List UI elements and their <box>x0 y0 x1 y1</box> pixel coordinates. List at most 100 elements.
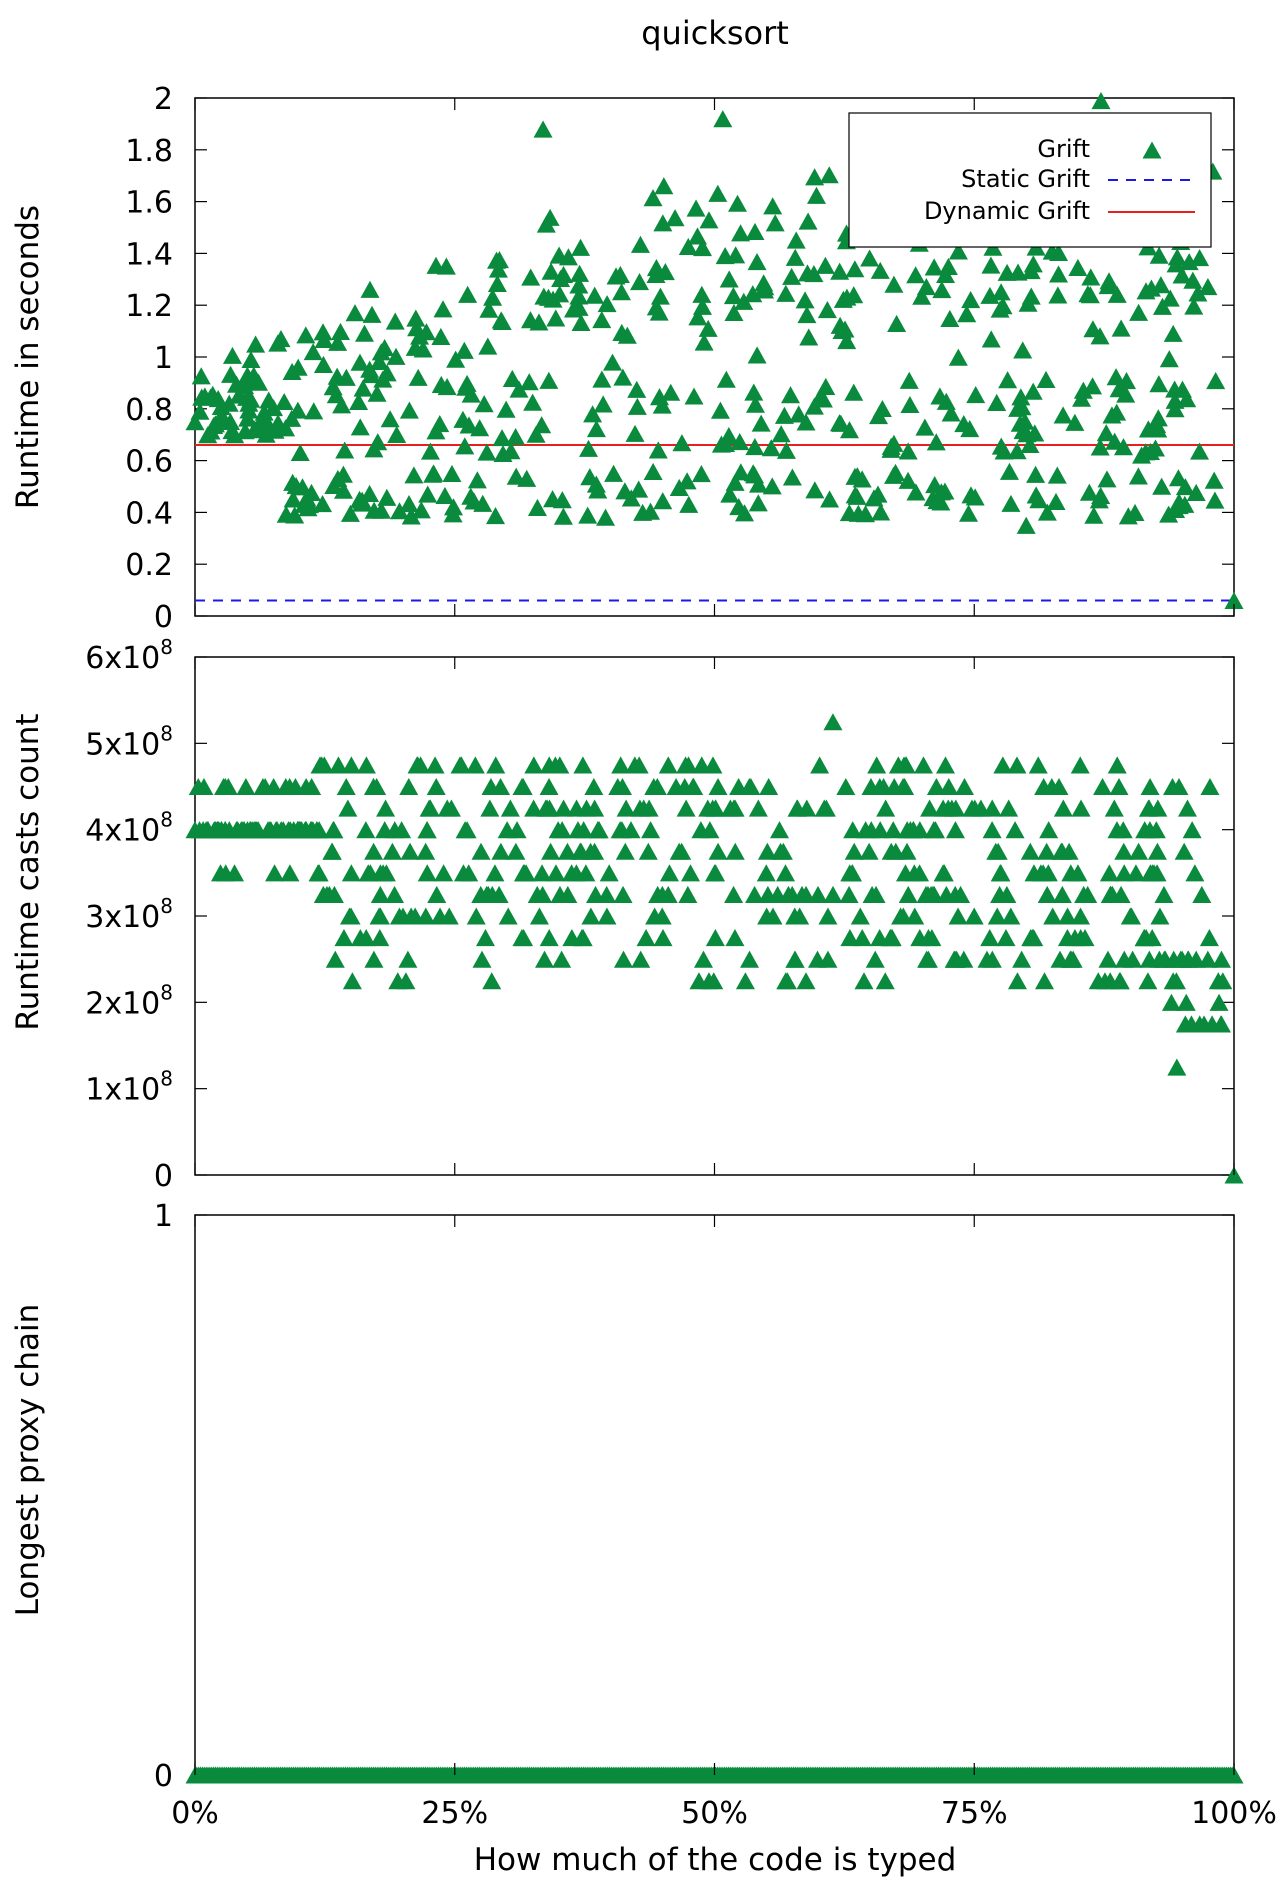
data-point <box>724 885 744 903</box>
data-point <box>1148 409 1168 427</box>
data-point <box>426 777 446 796</box>
data-point <box>1026 465 1046 483</box>
data-point <box>745 222 765 241</box>
data-point <box>1093 777 1113 796</box>
data-point <box>1042 242 1062 260</box>
data-point <box>1043 907 1063 925</box>
data-point <box>887 314 907 332</box>
data-point <box>309 864 329 882</box>
data-point <box>998 371 1018 389</box>
casts-y-axis-label: Runtime casts count <box>10 713 46 1030</box>
data-point <box>726 246 746 264</box>
data-point <box>521 268 541 286</box>
data-point <box>416 842 436 860</box>
y-tick-label: 0.2 <box>125 548 173 583</box>
data-point <box>540 208 560 226</box>
data-point <box>579 439 599 457</box>
data-point <box>904 864 924 882</box>
data-point <box>340 504 360 522</box>
data-point <box>420 442 440 460</box>
data-point <box>926 777 946 796</box>
data-point <box>886 842 906 860</box>
data-point <box>491 311 511 329</box>
data-point <box>708 777 728 796</box>
data-point <box>333 465 353 483</box>
data-point <box>338 799 358 817</box>
data-point <box>1205 491 1225 509</box>
data-point <box>517 469 537 487</box>
data-point <box>442 464 462 483</box>
data-point <box>385 885 405 903</box>
data-point <box>288 821 308 839</box>
data-point <box>741 777 761 796</box>
data-point <box>934 864 954 882</box>
runtime-axis-ticks: 0 0.2 0.4 0.6 0.8 1 1.2 1.4 1.6 1.8 2 <box>125 82 1234 635</box>
legend-marker-grift <box>1142 141 1162 159</box>
data-point <box>571 842 591 860</box>
data-point <box>185 413 205 431</box>
data-point <box>748 494 768 512</box>
y-tick-label: 2x108 <box>85 980 173 1021</box>
data-point <box>1114 842 1134 860</box>
data-point <box>558 885 578 903</box>
data-point <box>371 501 391 519</box>
data-point <box>735 972 755 990</box>
data-point <box>293 478 313 496</box>
data-point <box>839 421 859 439</box>
data-point <box>1084 506 1104 524</box>
data-point <box>1106 368 1126 386</box>
y-tick-label: 1.2 <box>125 289 173 324</box>
data-point <box>554 799 574 817</box>
data-point <box>526 425 546 443</box>
data-point <box>386 347 406 365</box>
data-point <box>920 799 940 817</box>
data-point <box>1186 483 1206 502</box>
data-point <box>603 353 623 371</box>
data-point <box>1073 381 1093 399</box>
data-point <box>1152 297 1172 315</box>
data-point <box>1037 842 1057 860</box>
data-point <box>1029 491 1049 509</box>
casts-points <box>185 713 1244 1184</box>
data-point <box>981 256 1001 274</box>
data-point <box>356 756 376 774</box>
data-point <box>1011 388 1031 406</box>
data-point <box>393 907 413 925</box>
data-point <box>745 438 765 456</box>
data-point <box>691 465 711 483</box>
data-point <box>506 842 526 860</box>
data-point <box>844 383 864 401</box>
data-point <box>748 799 768 817</box>
data-point <box>416 907 436 925</box>
data-point <box>529 313 549 331</box>
y-tick-label: 1.6 <box>125 186 173 221</box>
data-point <box>699 211 719 229</box>
data-point <box>246 335 266 353</box>
data-point <box>352 491 372 509</box>
runtime-points <box>185 92 1244 610</box>
data-point <box>472 950 492 968</box>
data-point <box>860 249 880 267</box>
data-point <box>541 842 561 860</box>
data-point <box>373 864 393 882</box>
data-point <box>453 864 473 882</box>
data-point <box>926 433 946 451</box>
data-point <box>1177 390 1197 408</box>
data-point <box>918 929 938 947</box>
y-tick-label: 0.4 <box>125 496 173 531</box>
data-point <box>596 508 616 526</box>
figure-title: quicksort <box>641 14 789 52</box>
data-point <box>839 504 859 522</box>
data-point <box>987 907 1007 925</box>
data-point <box>513 864 533 882</box>
data-point <box>906 483 926 501</box>
data-point <box>585 799 605 817</box>
data-point <box>364 842 384 860</box>
data-point <box>1172 266 1192 284</box>
data-point <box>539 371 559 389</box>
data-point <box>430 907 450 925</box>
data-point <box>993 756 1013 774</box>
data-point <box>869 407 889 425</box>
data-point <box>630 272 650 291</box>
data-point <box>210 864 230 882</box>
